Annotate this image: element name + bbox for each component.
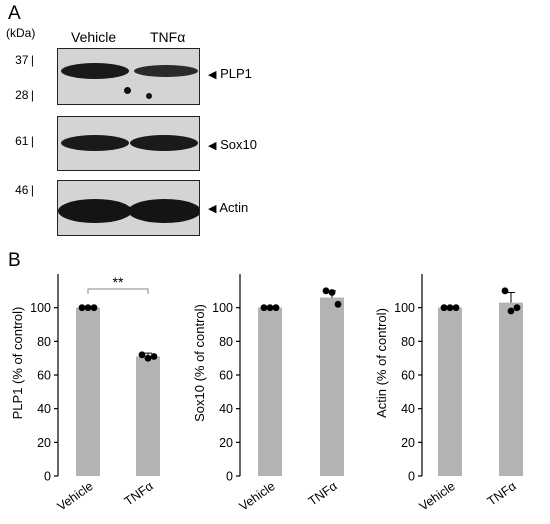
data-point — [328, 289, 336, 296]
data-point — [84, 304, 92, 312]
data-point — [260, 304, 268, 312]
significance-bracket — [87, 288, 149, 294]
y-tick-label: 60 — [401, 369, 415, 383]
significance-label: ** — [113, 274, 124, 290]
data-point — [78, 304, 86, 312]
data-point — [446, 304, 454, 312]
y-tick-label: 0 — [226, 470, 233, 484]
data-point — [507, 307, 515, 315]
actin-band-vehicle — [58, 199, 132, 223]
actin-blot — [57, 180, 200, 236]
y-tick-label: 80 — [401, 335, 415, 349]
x-tick-label: Vehicle — [55, 479, 96, 514]
y-tick-label: 100 — [30, 301, 51, 315]
bar — [258, 307, 282, 476]
y-tick-label: 0 — [44, 470, 51, 484]
y-tick-label: 40 — [401, 402, 415, 416]
y-tick-label: 20 — [37, 436, 51, 450]
y-axis-label: Actin (% of control) — [374, 308, 389, 418]
x-tick-label: TNFα — [306, 479, 340, 509]
plp1-blot-speck — [124, 87, 131, 94]
data-point — [266, 304, 274, 312]
marker-61: 61 | — [15, 134, 34, 148]
sox10-band-tnfa — [130, 135, 198, 151]
marker-28: 28 | — [15, 88, 34, 102]
lane-label-tnfa: TNFα — [150, 29, 186, 45]
data-point — [322, 287, 330, 295]
sox10-band-vehicle — [61, 135, 129, 151]
y-tick-label: 100 — [394, 301, 415, 315]
y-tick-label: 60 — [219, 369, 233, 383]
y-tick-label: 40 — [219, 402, 233, 416]
y-tick-label: 0 — [408, 470, 415, 484]
panel-b-letter: B — [8, 250, 21, 271]
data-point — [272, 304, 280, 312]
plp1-blot-speck — [146, 93, 152, 99]
kda-label: (kDa) — [6, 26, 36, 40]
actin-band-tnfa — [128, 199, 199, 223]
data-point — [513, 304, 521, 312]
data-point — [150, 353, 158, 360]
data-point — [334, 300, 342, 308]
actin-blot-label: ◀ Actin — [208, 200, 249, 215]
marker-46: 46 | — [15, 183, 34, 197]
y-axis-label: PLP1 (% of control) — [10, 307, 25, 420]
plp1-band-tnfa — [134, 65, 198, 77]
data-point — [501, 287, 509, 295]
plp1-band-vehicle — [61, 63, 129, 79]
x-tick-label: TNFα — [485, 479, 519, 509]
lane-label-vehicle: Vehicle — [71, 29, 117, 45]
plp1-blot-label: ◀ PLP1 — [208, 66, 252, 81]
bar — [320, 297, 344, 476]
sox10-blot-label: ◀ Sox10 — [208, 137, 257, 152]
bar — [438, 307, 462, 476]
y-axis-label: Sox10 (% of control) — [192, 304, 207, 422]
panel-a-letter: A — [8, 3, 21, 24]
bar — [76, 307, 100, 476]
data-point — [144, 354, 152, 362]
bar — [136, 356, 160, 476]
data-point — [452, 304, 460, 312]
y-tick-label: 100 — [212, 301, 233, 315]
y-tick-label: 20 — [401, 436, 415, 450]
bar — [499, 302, 523, 476]
data-point — [440, 304, 448, 312]
y-tick-label: 60 — [37, 369, 51, 383]
sox10-blot — [57, 116, 200, 171]
data-point — [138, 351, 146, 359]
x-tick-label: Vehicle — [417, 479, 458, 514]
y-tick-label: 80 — [37, 335, 51, 349]
y-tick-label: 40 — [37, 402, 51, 416]
y-tick-label: 20 — [219, 436, 233, 450]
y-tick-label: 80 — [219, 335, 233, 349]
marker-37: 37 | — [15, 53, 34, 67]
data-point — [90, 304, 98, 312]
x-tick-label: Vehicle — [237, 479, 278, 514]
plp1-blot — [57, 48, 200, 105]
x-tick-label: TNFα — [122, 479, 156, 509]
